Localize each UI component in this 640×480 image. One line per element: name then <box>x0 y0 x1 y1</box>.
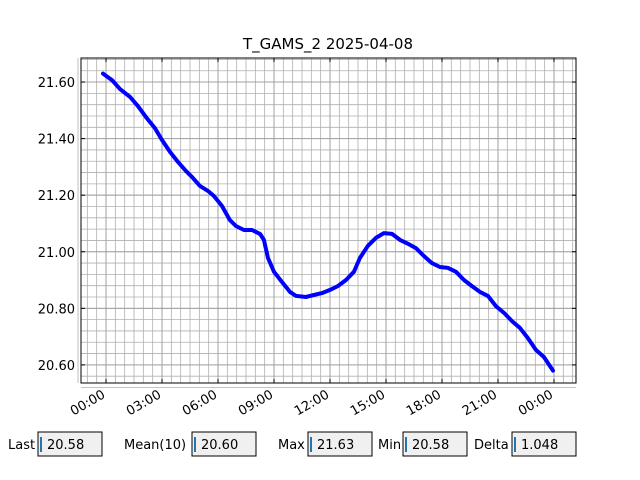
stat-label: Last <box>8 438 35 453</box>
y-tick-label: 20.60 <box>38 359 75 374</box>
x-tick-label: 00:00 <box>516 387 556 419</box>
stat-value[interactable]: 1.048 <box>521 438 558 453</box>
x-tick-label: 00:00 <box>68 387 108 419</box>
x-tick-label: 18:00 <box>404 387 444 419</box>
stat-value[interactable]: 20.58 <box>47 438 84 453</box>
plot-frame <box>80 57 577 384</box>
stat-value[interactable]: 21.63 <box>317 438 354 453</box>
x-tick-label: 06:00 <box>180 387 220 419</box>
stat-box[interactable] <box>37 431 103 457</box>
y-tick-label: 21.20 <box>38 189 75 204</box>
chart-title: T_GAMS_2 2025-04-08 <box>242 35 413 54</box>
stat-label: Delta <box>474 438 509 453</box>
y-tick-label: 21.40 <box>38 133 75 148</box>
x-tick-label: 09:00 <box>236 387 276 419</box>
x-tick-label: 21:00 <box>460 387 500 419</box>
stat-label: Mean(10) <box>124 438 186 453</box>
stat-box[interactable] <box>191 431 257 457</box>
stat-value[interactable]: 20.60 <box>201 438 238 453</box>
data-line <box>101 71 555 373</box>
y-tick-label: 21.60 <box>38 76 75 91</box>
x-tick-label: 15:00 <box>348 387 388 419</box>
y-tick-label: 20.80 <box>38 302 75 317</box>
x-tick-label: 03:00 <box>124 387 164 419</box>
stat-box[interactable] <box>511 431 577 457</box>
stat-box[interactable] <box>402 431 468 457</box>
stat-label: Min <box>378 438 401 453</box>
stat-box[interactable] <box>307 431 373 457</box>
y-tick-label: 21.00 <box>38 246 75 261</box>
stat-value[interactable]: 20.58 <box>412 438 449 453</box>
x-tick-label: 12:00 <box>292 387 332 419</box>
stat-label: Max <box>278 438 305 453</box>
